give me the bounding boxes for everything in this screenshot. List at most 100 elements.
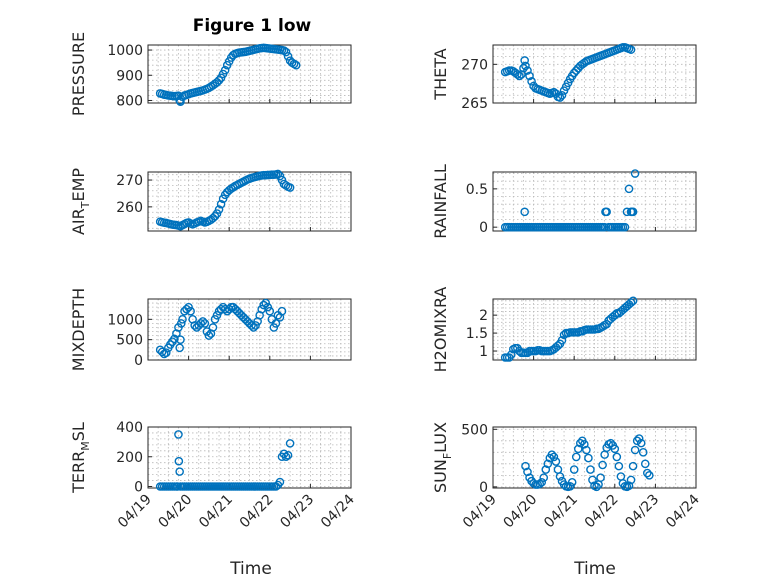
data-point bbox=[642, 468, 652, 478]
y-tick-label: 200 bbox=[116, 450, 143, 466]
panel-1: 265 270 THETA bbox=[431, 43, 697, 112]
data-point bbox=[521, 61, 530, 71]
data-point bbox=[291, 60, 301, 70]
x-tick-label: 04/21 bbox=[541, 492, 581, 532]
y-axis-label: RAINFALL bbox=[431, 164, 450, 239]
axes-frame bbox=[147, 171, 352, 232]
data-point bbox=[638, 448, 648, 457]
data-point bbox=[620, 222, 630, 232]
data-point bbox=[220, 65, 230, 75]
y-axis-label-part: TERR bbox=[69, 451, 88, 494]
data-point bbox=[549, 452, 559, 462]
y-tick-label: 500 bbox=[116, 333, 143, 349]
y-tick-label: 1 bbox=[479, 344, 488, 360]
data-point bbox=[283, 52, 293, 61]
data-point bbox=[275, 477, 285, 487]
y-axis-label-part: SUN bbox=[431, 459, 450, 493]
data-point bbox=[582, 445, 591, 455]
data-point bbox=[265, 306, 275, 316]
data-point bbox=[174, 456, 184, 466]
y-axis-label: SUNFLUX bbox=[431, 422, 454, 493]
data-point bbox=[557, 335, 567, 345]
x-tick-label: 04/19 bbox=[115, 492, 155, 532]
data-point bbox=[573, 444, 583, 454]
data-point bbox=[622, 207, 632, 217]
panel-5: 1 1.5 2 H2OMIXRA bbox=[431, 287, 697, 373]
data-point bbox=[214, 205, 224, 214]
data-point bbox=[602, 207, 611, 217]
axes-frame bbox=[147, 426, 352, 489]
data-point bbox=[555, 93, 565, 102]
y-axis-label: PRESSURE bbox=[69, 32, 88, 116]
x-tick-label: 04/21 bbox=[196, 492, 236, 532]
panel-4: 0 500 1000 MIXDEPTH bbox=[69, 288, 352, 371]
data-point bbox=[610, 310, 620, 320]
data-point bbox=[281, 452, 291, 462]
y-tick-label: 0 bbox=[479, 480, 488, 496]
y-axis-label-subscript: M bbox=[79, 441, 92, 451]
data-point bbox=[569, 465, 579, 474]
axes-frame bbox=[147, 44, 352, 104]
data-point bbox=[543, 459, 553, 469]
data-point bbox=[198, 317, 208, 326]
data-point bbox=[281, 47, 291, 57]
y-axis-label: TERRMSL bbox=[69, 422, 92, 494]
data-point bbox=[277, 175, 287, 185]
data-point bbox=[182, 304, 191, 314]
data-point bbox=[634, 434, 644, 443]
y-tick-label: 1000 bbox=[107, 312, 143, 328]
data-point bbox=[176, 97, 185, 107]
panel-7: 0 500 04/19 04/20 04/21 04/22 04/23 04/24 SUNFLU… bbox=[431, 422, 703, 531]
y-tick-label: 800 bbox=[116, 93, 143, 109]
data-point bbox=[281, 181, 291, 190]
data-point bbox=[261, 298, 271, 308]
y-tick-label: 1000 bbox=[107, 43, 143, 59]
data-point bbox=[596, 473, 605, 482]
data-point bbox=[271, 319, 281, 328]
panel-0: 800 900 1000 PRESSURE bbox=[69, 32, 352, 116]
data-point bbox=[161, 348, 171, 357]
y-tick-label: 0 bbox=[134, 353, 143, 369]
data-point bbox=[612, 452, 622, 462]
data-point bbox=[539, 473, 549, 482]
y-tick-label: 900 bbox=[116, 68, 143, 84]
data-point bbox=[184, 302, 193, 312]
data-point bbox=[571, 452, 581, 462]
x-tick-label: 04/23 bbox=[622, 492, 662, 532]
data-point bbox=[586, 465, 595, 474]
data-point bbox=[520, 207, 529, 217]
data-point bbox=[626, 45, 636, 54]
data-point bbox=[547, 450, 557, 459]
figure-title: Figure 1 low bbox=[193, 16, 312, 36]
data-point bbox=[259, 300, 269, 310]
y-tick-label: 2 bbox=[479, 308, 488, 324]
data-point bbox=[614, 461, 624, 471]
y-axis-label: MIXDEPTH bbox=[69, 288, 88, 371]
data-point bbox=[247, 321, 256, 330]
axes-frame bbox=[147, 298, 352, 361]
data-point bbox=[263, 302, 273, 312]
data-point bbox=[275, 171, 285, 181]
x-tick-label: 04/20 bbox=[156, 492, 196, 532]
data-point bbox=[624, 481, 634, 490]
axes-box bbox=[492, 426, 697, 489]
y-axis-label-part: AIR bbox=[69, 208, 88, 235]
data-point bbox=[216, 199, 226, 209]
data-point bbox=[285, 439, 295, 448]
panel-3: 0 0.5 RAINFALL bbox=[431, 164, 697, 239]
y-axis-label-subscript: F bbox=[441, 453, 454, 459]
data-point bbox=[210, 315, 220, 324]
axes-frame bbox=[492, 298, 697, 361]
y-axis-label-subscript: T bbox=[79, 201, 92, 209]
x-tick-label: 04/22 bbox=[237, 492, 277, 532]
data-point bbox=[249, 323, 258, 332]
data-point bbox=[513, 70, 522, 79]
data-point bbox=[174, 430, 183, 439]
data-point bbox=[157, 347, 167, 357]
data-point bbox=[523, 66, 532, 75]
data-point bbox=[506, 350, 516, 359]
x-tick-label: 04/19 bbox=[460, 492, 500, 532]
y-axis-label: H2OMIXRA bbox=[431, 287, 450, 373]
data-point bbox=[588, 475, 597, 485]
y-tick-label: 270 bbox=[461, 57, 488, 73]
